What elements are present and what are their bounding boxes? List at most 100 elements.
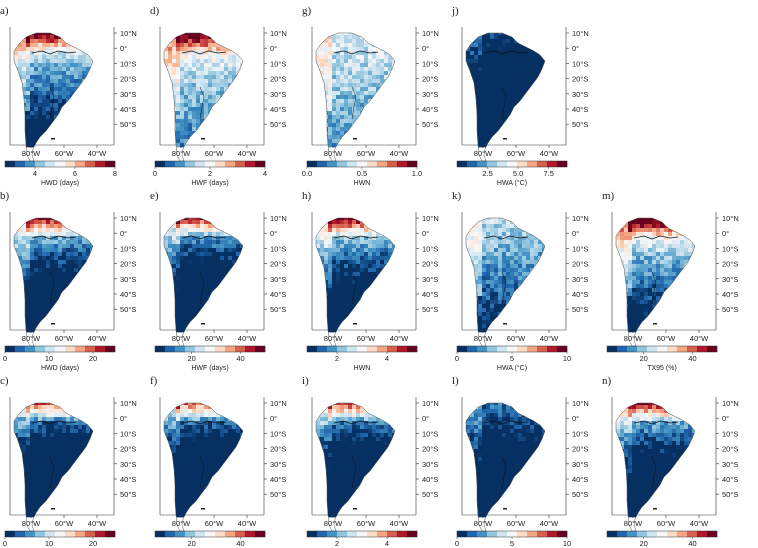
map-cell <box>340 107 345 112</box>
map-cell <box>188 228 193 233</box>
map-cell <box>86 212 90 216</box>
map-cell <box>396 27 400 31</box>
map-cell <box>228 127 233 132</box>
falkland-islands <box>51 138 55 140</box>
map-cell <box>324 79 329 84</box>
map-cell <box>14 308 19 313</box>
map-cell <box>466 47 467 52</box>
map-cell <box>180 220 185 225</box>
map-cell <box>224 308 229 313</box>
map-cell <box>74 83 79 88</box>
map-cell <box>110 91 114 95</box>
map-cell <box>252 288 256 292</box>
map-cell <box>518 33 523 36</box>
map-cell <box>498 59 503 64</box>
map-cell <box>526 51 531 56</box>
map-cell <box>102 79 106 83</box>
map-cell <box>348 47 353 52</box>
map-cell <box>248 99 252 103</box>
map-cell <box>534 107 539 112</box>
map-cell <box>212 47 217 52</box>
map-cell <box>192 99 197 104</box>
map-cell <box>78 75 83 80</box>
map-cell <box>482 83 487 88</box>
colorbar-segment <box>255 161 266 167</box>
map-cell <box>224 139 229 144</box>
map-cell <box>352 83 357 88</box>
map-cell <box>404 63 408 67</box>
map-cell <box>188 95 193 100</box>
map-cell <box>344 95 349 100</box>
map-cell <box>30 296 35 301</box>
map-cell <box>248 91 252 95</box>
map-cell <box>196 292 201 297</box>
map-cell <box>168 83 173 88</box>
map-cell <box>180 256 185 261</box>
map-cell <box>212 131 217 136</box>
map-cell <box>320 27 324 31</box>
map-cell <box>522 123 527 128</box>
map-cell <box>70 63 75 68</box>
map-cell <box>466 59 471 64</box>
map-cell <box>90 268 93 273</box>
map-cell <box>490 123 495 128</box>
map-cell <box>474 43 479 48</box>
map-cell <box>404 107 408 111</box>
map-cell <box>168 324 173 329</box>
map-cell <box>208 123 213 128</box>
map-cell <box>42 218 47 221</box>
map-cell <box>200 312 205 317</box>
map-cell <box>538 119 543 124</box>
map-cell <box>188 55 193 60</box>
map-cell <box>392 135 395 140</box>
map-cell <box>546 127 550 131</box>
map-cell <box>534 59 539 64</box>
map-cell <box>244 320 248 324</box>
map-cell <box>212 268 217 273</box>
map-cell <box>30 103 35 108</box>
map-cell <box>550 31 554 35</box>
map-cell <box>408 123 412 127</box>
map-cell <box>86 99 91 104</box>
map-cell <box>62 212 66 216</box>
map-cell <box>82 308 87 313</box>
map-cell <box>78 43 83 48</box>
map-cell <box>486 87 491 92</box>
map-cell <box>188 312 193 317</box>
map-cell <box>200 59 205 64</box>
map-cell <box>106 79 110 83</box>
map-cell <box>168 308 173 313</box>
map-cell <box>164 35 165 40</box>
map-cell <box>228 236 233 241</box>
map-cell <box>58 39 63 44</box>
lon-tick-label: 80°W <box>172 334 191 343</box>
map-cell <box>192 244 197 249</box>
map-cell <box>388 131 393 136</box>
map-cell <box>260 75 264 79</box>
map-cell <box>404 43 408 47</box>
map-cell <box>352 119 357 124</box>
map-cell <box>332 43 337 48</box>
colorbar-segment <box>165 161 176 167</box>
map-cell <box>530 51 535 56</box>
map-cell <box>550 63 554 67</box>
map-cell <box>176 300 181 305</box>
map-cell <box>172 63 177 68</box>
map-cell <box>18 111 23 116</box>
map-cell <box>240 224 243 229</box>
map-cell <box>188 103 193 108</box>
map-cell <box>320 123 325 128</box>
map-cell <box>172 27 176 31</box>
map-cell <box>340 212 344 216</box>
map-cell <box>352 107 357 112</box>
map-cell <box>26 312 31 317</box>
map-cell <box>240 115 243 120</box>
map-cell <box>372 59 377 64</box>
map-cell <box>164 268 165 273</box>
map-cell <box>102 63 106 67</box>
map-cell <box>184 264 189 269</box>
map-cell <box>336 131 341 136</box>
map-cell <box>498 135 503 140</box>
map-cell <box>252 47 256 51</box>
map-cell <box>316 75 317 80</box>
